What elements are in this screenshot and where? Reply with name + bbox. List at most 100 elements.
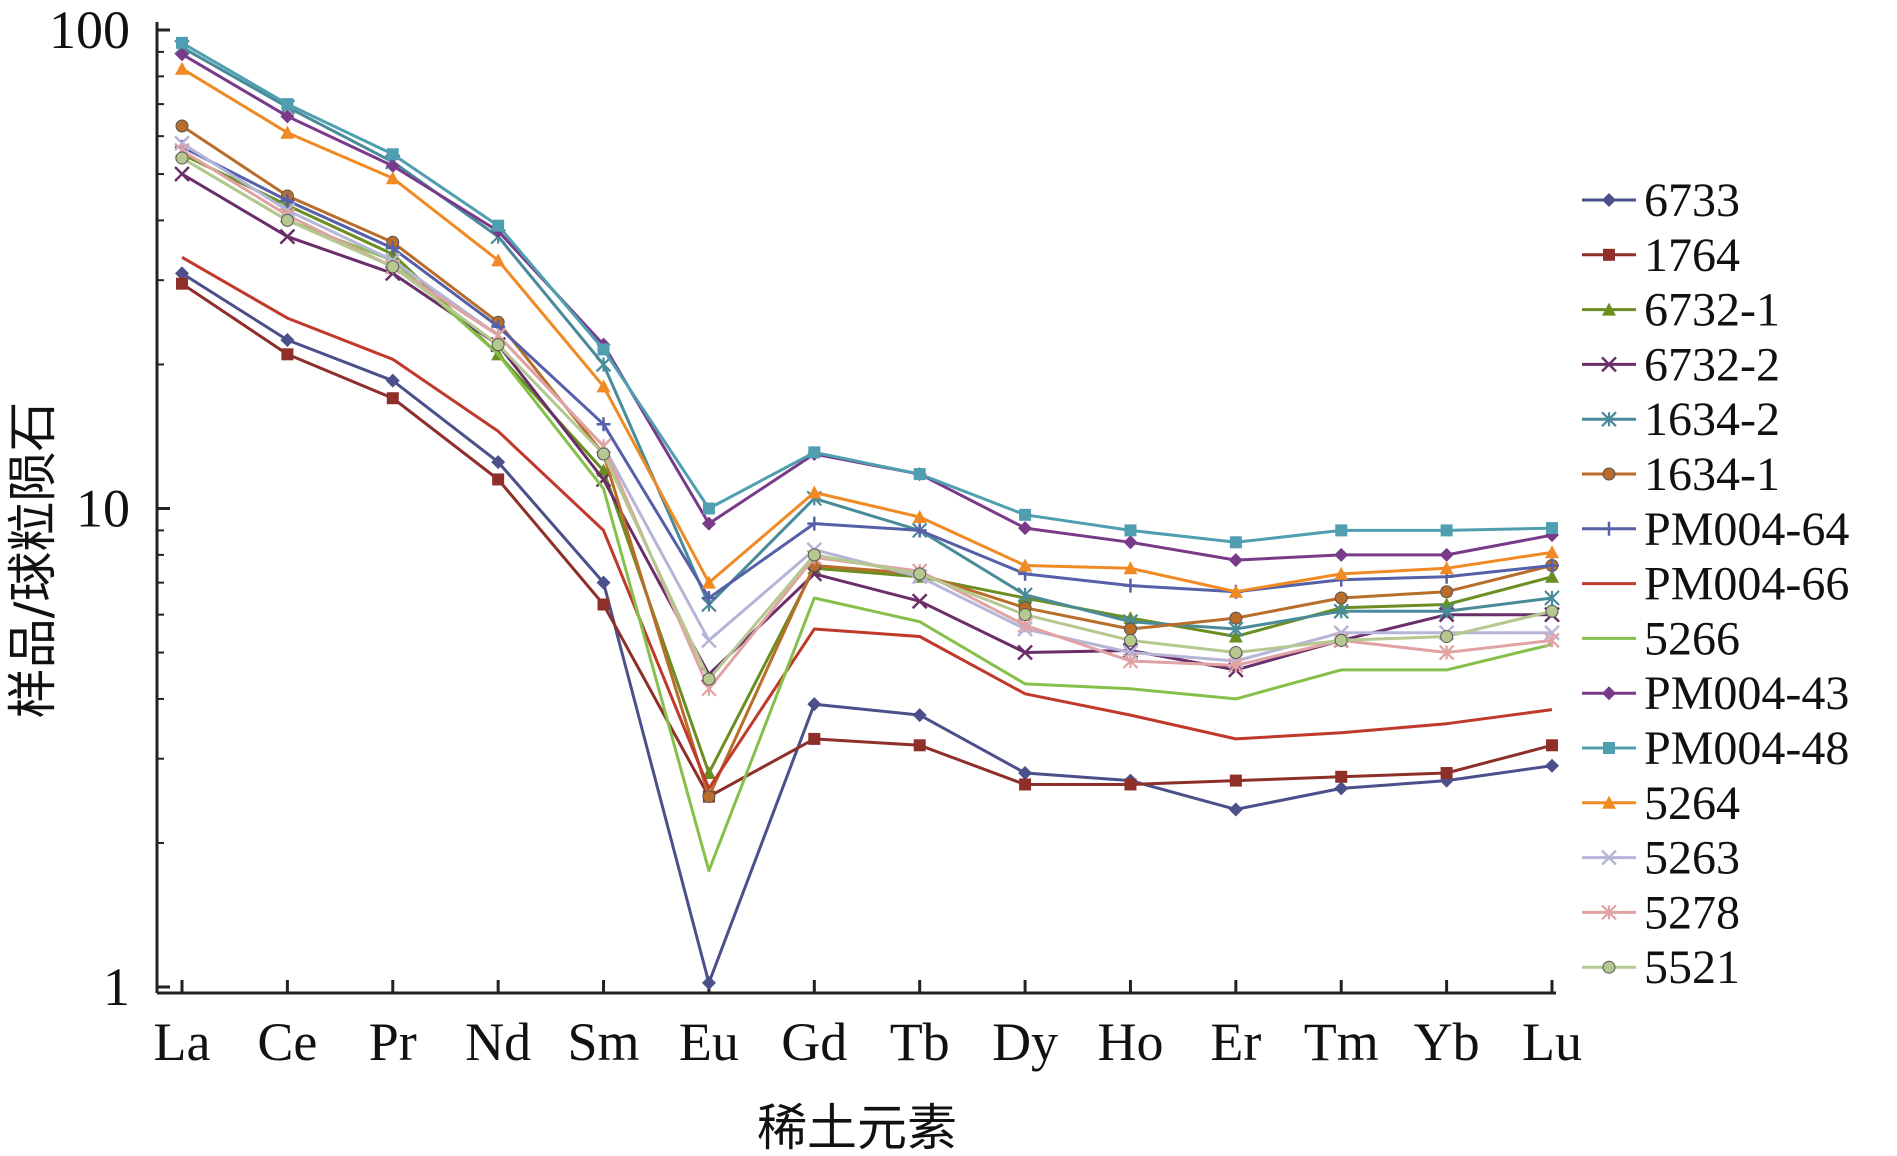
y-tick-label-100: 100 — [49, 0, 130, 60]
x-tick-label-Ce: Ce — [257, 1012, 317, 1072]
data-point-5264-Eu — [701, 575, 716, 589]
data-point-6733-Dy — [1018, 766, 1033, 781]
data-point-1764-Dy — [1019, 778, 1032, 791]
series-line-PM004-43 — [181, 52, 1553, 562]
legend-item-5264: 5264 — [1582, 777, 1740, 830]
data-point-PM004-48-Gd — [808, 446, 821, 459]
x-tick-label-Er: Er — [1210, 1012, 1261, 1072]
legend-label-6733: 6733 — [1644, 174, 1740, 227]
data-point-PM004-64-Lu — [1545, 558, 1559, 573]
data-point-6733-Pr — [385, 373, 400, 388]
data-point-5264-La — [175, 61, 189, 75]
legend-item-5278: 5278 — [1582, 886, 1740, 939]
legend-label-5521: 5521 — [1644, 941, 1740, 994]
data-point-1764-Yb — [1440, 767, 1453, 780]
data-point-1634-1-Yb — [1440, 585, 1454, 599]
data-point-PM004-43-Ce — [280, 109, 295, 124]
data-point-PM004-43-Ho — [1123, 535, 1138, 550]
legend-label-1634-1: 1634-1 — [1644, 448, 1780, 501]
data-point-1764-La — [176, 277, 188, 290]
data-point-6733-Ce — [280, 332, 295, 347]
data-point-5264-Ce — [280, 125, 295, 139]
data-point-1634-1-La — [175, 119, 189, 133]
data-point-6732-1-Er — [1228, 629, 1243, 643]
series-line-5521 — [181, 156, 1553, 681]
legend-item-1764: 1764 — [1582, 229, 1740, 282]
data-point-6732-1-Eu — [701, 766, 716, 780]
legend-label-5264: 5264 — [1644, 777, 1740, 830]
x-tick-label-Eu: Eu — [679, 1012, 739, 1072]
data-point-1634-2-Yb — [1438, 603, 1455, 619]
data-point-5278-Lu — [1544, 632, 1560, 649]
x-tick-label-Tb: Tb — [890, 1012, 950, 1072]
data-point-PM004-64-Ho — [1123, 578, 1138, 593]
data-point-PM004-64-Gd — [807, 516, 822, 531]
legend-label-PM004-43: PM004-43 — [1644, 667, 1849, 720]
series-line-PM004-64 — [181, 145, 1553, 600]
legend-label-1634-2: 1634-2 — [1644, 393, 1780, 446]
legend-item-6733: 6733 — [1582, 174, 1740, 227]
x-tick-label-Lu: Lu — [1522, 1012, 1582, 1072]
series-5278 — [174, 142, 1560, 697]
x-tick-label-Pr: Pr — [369, 1012, 417, 1072]
data-point-1634-1-Eu — [702, 790, 716, 804]
data-point-1764-Ce — [281, 348, 294, 361]
data-point-5263-Eu — [701, 632, 717, 649]
data-point-6733-Eu — [701, 975, 716, 990]
series-line-6733 — [181, 272, 1553, 985]
legend-marker-PM004-43 — [1602, 686, 1616, 701]
series-PM004-64 — [175, 139, 1559, 606]
data-point-5263-La — [174, 135, 190, 152]
y-tick-label-10: 10 — [76, 479, 130, 539]
data-point-1634-2-Tm — [1333, 603, 1350, 619]
data-point-PM004-48-Sm — [597, 343, 610, 356]
x-tick-label-Dy: Dy — [992, 1012, 1058, 1072]
data-point-6733-Nd — [491, 455, 506, 470]
legend-marker-1764 — [1603, 248, 1615, 261]
legend-label-6732-1: 6732-1 — [1644, 284, 1780, 337]
data-point-5263-Lu — [1544, 624, 1560, 641]
series-line-PM004-48 — [181, 41, 1553, 544]
y-axis-title: 样品/球粒陨石 — [4, 402, 62, 719]
data-point-PM004-48-Nd — [492, 219, 505, 232]
data-point-1634-2-Dy — [1017, 587, 1033, 603]
data-point-6732-2-Dy — [1017, 644, 1033, 661]
data-point-1764-Sm — [597, 598, 610, 611]
data-point-1764-Ho — [1124, 778, 1137, 791]
data-point-6733-Er — [1228, 802, 1243, 817]
data-point-PM004-48-Yb — [1440, 524, 1453, 537]
legend-marker-5263 — [1601, 849, 1617, 866]
data-point-5264-Gd — [807, 485, 822, 499]
axes: 1 10 100 La Ce Pr Nd Sm Eu Gd Tb Dy Ho Er Tm Yb Lu — [49, 0, 1582, 1072]
data-point-1764-Tm — [1335, 770, 1348, 783]
legend-label-6732-2: 6732-2 — [1644, 338, 1780, 391]
data-point-6733-Gd — [807, 697, 822, 712]
data-point-5521-Dy — [1018, 608, 1032, 622]
data-point-5264-Yb — [1439, 561, 1454, 575]
x-tick-label-Gd: Gd — [781, 1012, 847, 1072]
data-point-5264-Lu — [1545, 545, 1559, 559]
legend-item-5521: 5521 — [1582, 941, 1740, 994]
series-PM004-66 — [181, 256, 1553, 790]
y-ticks: 1 10 100 — [49, 0, 170, 1017]
data-point-5264-Nd — [491, 253, 506, 267]
legend-marker-6732-2 — [1601, 356, 1617, 373]
x-tick-label-Yb: Yb — [1414, 1012, 1480, 1072]
legend-item-PM004-64: PM004-64 — [1582, 503, 1849, 556]
data-point-5521-Ho — [1123, 633, 1137, 647]
legend-label-5266: 5266 — [1644, 612, 1740, 665]
data-point-5521-Pr — [386, 260, 400, 274]
series-line-5266 — [181, 156, 1553, 873]
data-point-PM004-48-Dy — [1019, 508, 1032, 521]
x-tick-label-Nd: Nd — [465, 1012, 531, 1072]
legend-label-1764: 1764 — [1644, 229, 1740, 282]
data-point-PM004-48-Ho — [1124, 524, 1137, 537]
data-point-1764-Nd — [492, 473, 505, 486]
legend-item-5266: 5266 — [1582, 612, 1740, 665]
data-point-6733-Tb — [912, 708, 927, 723]
series-PM004-48 — [176, 36, 1558, 549]
data-point-PM004-43-Er — [1228, 553, 1243, 568]
data-point-PM004-48-Ce — [281, 98, 294, 111]
x-axis-title: 稀土元素 — [757, 1099, 957, 1156]
